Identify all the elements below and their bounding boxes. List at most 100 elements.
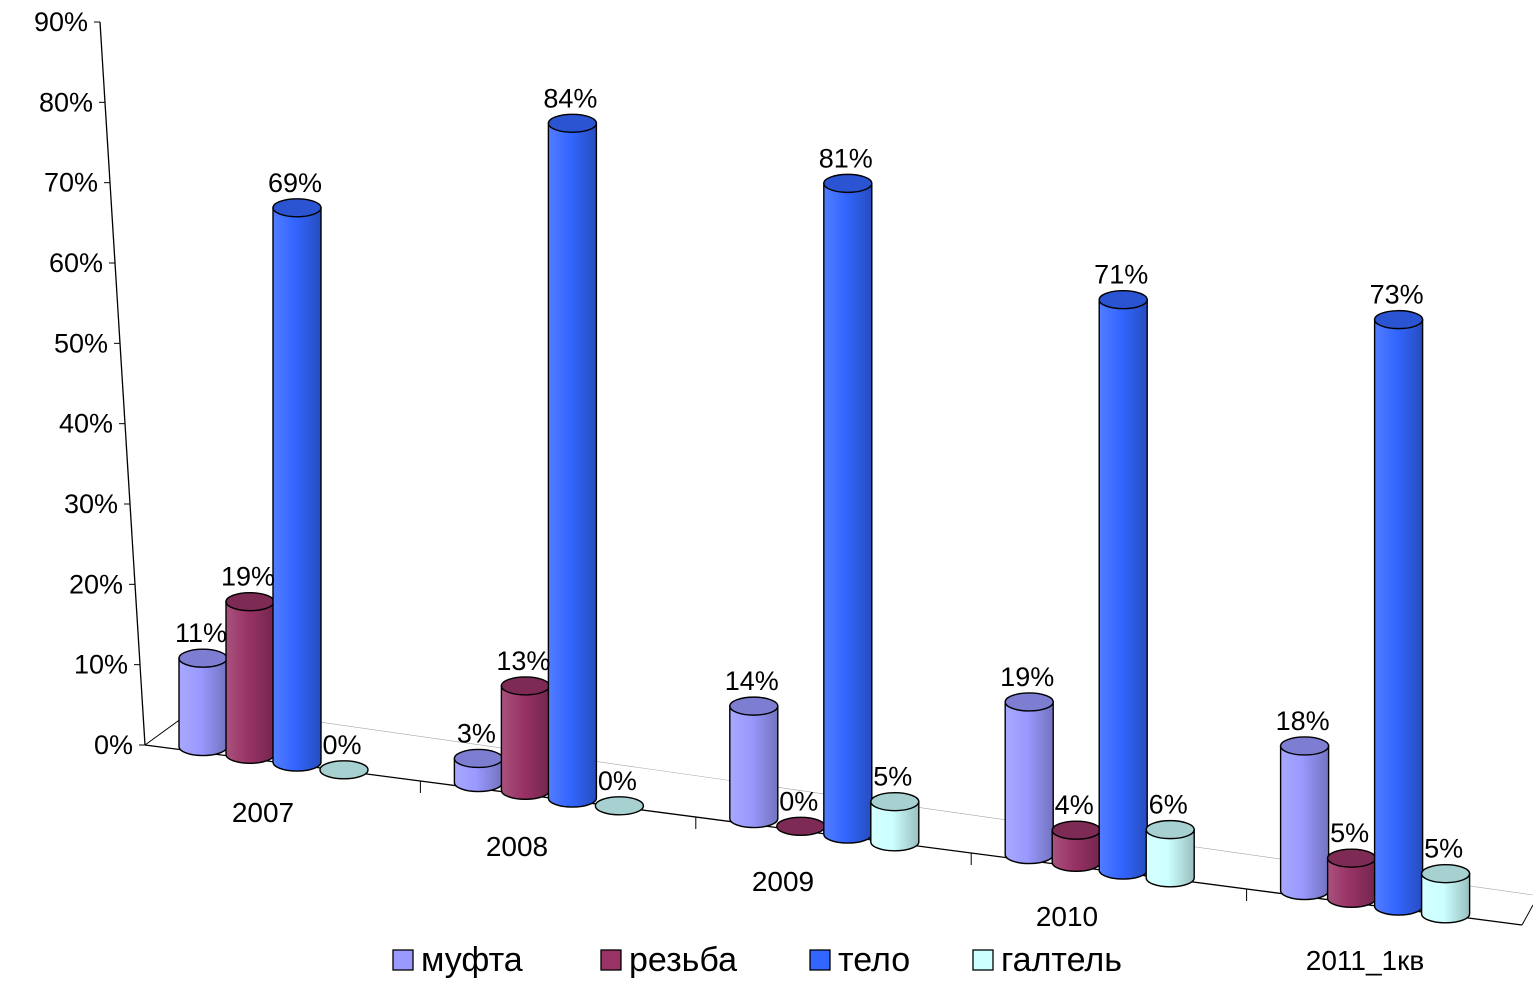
bar-top (1098, 290, 1148, 310)
legend-swatch (600, 949, 622, 971)
bar-2-1 (776, 816, 826, 837)
bar-top (453, 748, 504, 769)
data-label-1-3: 0% (598, 766, 637, 796)
data-label-3-2: 71% (1094, 260, 1148, 290)
legend-swatch (972, 949, 994, 971)
bar-top (870, 791, 920, 812)
bar-top (594, 796, 645, 816)
x-tick-label-4: 2011_1кв (1306, 945, 1424, 976)
bar-body (225, 600, 275, 764)
x-tick-label-0: 2007 (232, 797, 294, 828)
bar-4-1 (1326, 848, 1377, 908)
bar-body (1098, 299, 1148, 880)
data-label-1-0: 3% (457, 718, 496, 748)
legend-item-2: тело (809, 941, 910, 979)
y-tick-label: 20% (69, 569, 123, 599)
data-label-0-1: 19% (221, 562, 275, 592)
y-tick-label: 40% (59, 409, 113, 439)
x-tick-label-2: 2009 (752, 866, 814, 897)
bar-4-3 (1420, 863, 1471, 924)
y-tick-label: 90% (34, 7, 88, 37)
bar-body (1004, 701, 1054, 865)
data-label-0-3: 0% (322, 730, 361, 760)
bar-1-0 (453, 748, 504, 793)
legend-item-1: резьба (600, 941, 737, 979)
legend-label: резьба (629, 941, 737, 979)
bar-body (870, 800, 920, 852)
data-label-3-0: 19% (1000, 662, 1054, 692)
bar-body (500, 685, 551, 800)
bar-top (1420, 863, 1471, 884)
bar-top (729, 696, 779, 716)
legend-swatch (809, 949, 831, 971)
bar-body (272, 207, 322, 772)
bar-body (178, 657, 228, 757)
bar-top (1279, 736, 1330, 756)
y-tick-label: 70% (44, 168, 98, 198)
legend-item-3: галтель (972, 941, 1122, 979)
y-tick-label: 80% (39, 87, 93, 117)
x-tick-label-3: 2010 (1036, 901, 1098, 932)
bar-top (1373, 309, 1424, 330)
y-tick-label: 0% (94, 730, 133, 760)
bar-top (1326, 848, 1377, 868)
bar-2-0 (729, 696, 779, 829)
floor-right-edge (1521, 904, 1533, 926)
data-label-4-3: 5% (1424, 834, 1463, 864)
bar-body (547, 122, 598, 808)
data-label-4-0: 18% (1276, 706, 1330, 736)
data-label-4-2: 73% (1370, 280, 1424, 310)
data-label-3-1: 4% (1055, 790, 1094, 820)
bar-body (1420, 872, 1471, 924)
bar-3-3 (1145, 819, 1195, 888)
bar-body (1145, 828, 1195, 888)
bar-3-0 (1004, 692, 1054, 865)
data-label-2-0: 14% (725, 666, 779, 696)
data-label-0-0: 11% (175, 618, 227, 648)
bar-3-2 (1098, 290, 1148, 880)
bar-top (500, 676, 551, 696)
bar-top (225, 591, 275, 612)
chart-bars (178, 113, 1471, 924)
data-label-2-1: 0% (779, 786, 818, 816)
bar-top (547, 113, 598, 133)
y-axis-line (99, 21, 146, 746)
legend-label: галтель (1001, 941, 1122, 979)
x-axis-ticks: 2007 2008 2009 2010 2011_1кв (232, 781, 1424, 976)
bar-0-3 (319, 760, 369, 780)
bar-2-3 (870, 791, 920, 852)
bar-top (272, 198, 322, 218)
bar-3-1 (1051, 820, 1101, 872)
y-tick-label: 60% (49, 248, 103, 278)
bar-top (1004, 692, 1054, 712)
bar-1-3 (594, 796, 645, 816)
bar-body (1279, 745, 1330, 901)
y-tick-label: 50% (54, 328, 108, 358)
bar-top (776, 816, 826, 837)
data-labels: 11% 19% 69% 0% 3% 13% 84% 0% 14% 0% 81% 5% 19% 4% 71% 6… (175, 83, 1463, 863)
bar-body (729, 705, 779, 829)
data-label-3-3: 6% (1149, 790, 1188, 820)
y-tick-label: 10% (74, 650, 128, 680)
bar-body (1373, 318, 1424, 916)
bar-2-2 (823, 173, 873, 844)
y-tick-label: 30% (64, 489, 118, 519)
bar-top (823, 173, 873, 194)
data-label-2-3: 5% (873, 762, 912, 792)
bar-top (1145, 819, 1195, 840)
data-label-2-2: 81% (819, 143, 873, 173)
legend-item-0: муфта (392, 941, 523, 979)
bar-body (823, 182, 873, 844)
x-tick-label-1: 2008 (486, 831, 548, 862)
bar-0-2 (272, 198, 322, 772)
legend-swatch (392, 949, 414, 971)
bar-4-2 (1373, 309, 1424, 916)
bar-1-2 (547, 113, 598, 808)
bar-1-1 (500, 676, 551, 800)
data-label-4-1: 5% (1330, 818, 1369, 848)
bar-0-1 (225, 591, 275, 764)
bar-0-0 (178, 648, 228, 757)
data-label-1-2: 84% (543, 83, 597, 113)
data-label-1-1: 13% (496, 646, 550, 676)
